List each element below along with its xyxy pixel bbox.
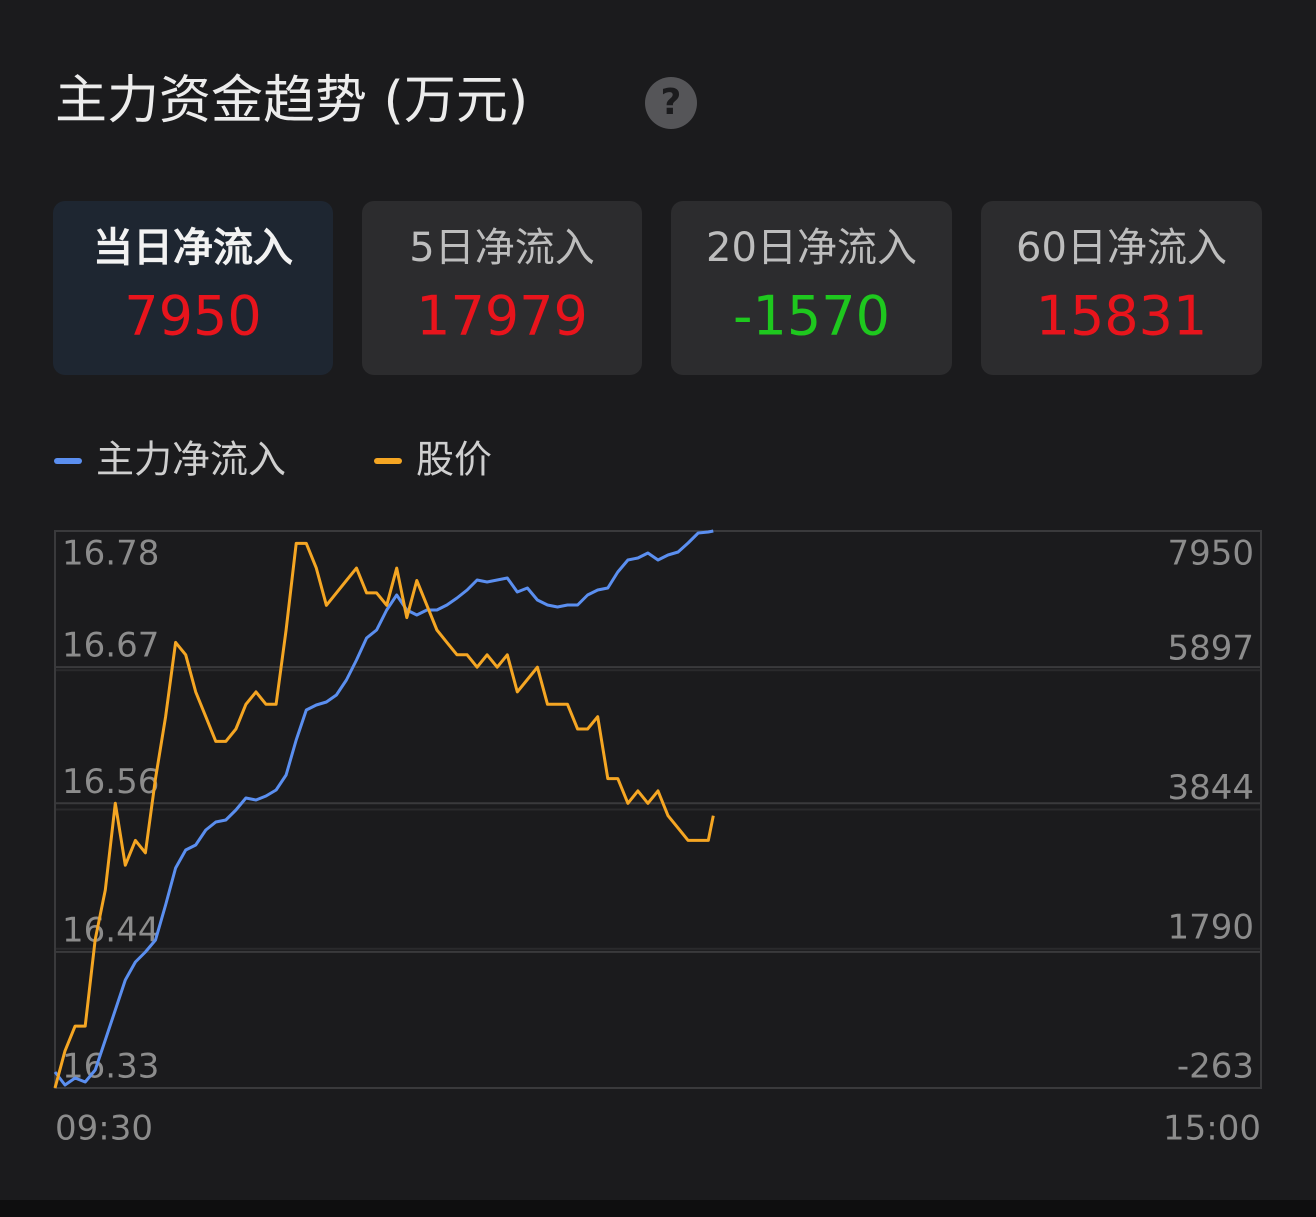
title: 主力资金趋势 (万元) — [55, 71, 528, 131]
tab-background — [981, 201, 1262, 375]
help-icon[interactable]: ? — [645, 77, 697, 129]
tab-value: 15831 — [1036, 285, 1208, 348]
y2-tick-label: 1790 — [1167, 907, 1254, 947]
y-tick-label: 16.33 — [62, 1047, 159, 1087]
y2-tick-label: 5897 — [1167, 629, 1254, 669]
tab-value: 7950 — [124, 285, 261, 348]
tab[interactable]: 5日净流入 17979 — [362, 201, 642, 375]
chart: 主力净流入 股价 16.78 16.67 16.56 16.44 16.33 7950 5897… — [53, 438, 1262, 1149]
tab[interactable]: 60日净流入 15831 — [981, 201, 1262, 375]
series-line — [53, 541, 715, 1089]
series-line — [53, 529, 714, 1087]
tab[interactable]: 当日净流入 7950 — [53, 201, 333, 375]
help-circle — [645, 77, 697, 129]
tab-label: 当日净流入 — [93, 225, 293, 271]
tab-background — [671, 201, 952, 375]
bottom-strip — [0, 1200, 1316, 1217]
tab-value: -1570 — [733, 285, 890, 348]
y-tick-label: 16.67 — [62, 626, 159, 666]
tab-background — [53, 201, 333, 375]
tab-label: 5日净流入 — [409, 225, 594, 271]
y-tick-label: 16.56 — [62, 762, 159, 802]
y-tick-label: 16.78 — [62, 534, 159, 574]
x-tick-label: 09:30 — [55, 1109, 153, 1149]
y-tick-label: 16.44 — [62, 910, 159, 950]
tab-background — [362, 201, 642, 375]
legend-label: 主力净流入 — [96, 438, 286, 482]
tab-label: 60日净流入 — [1016, 225, 1227, 271]
y2-tick-label: -263 — [1177, 1047, 1254, 1087]
legend-label: 股价 — [416, 438, 492, 482]
tab-value: 17979 — [416, 285, 588, 348]
tab-label: 20日净流入 — [706, 225, 917, 271]
help-glyph: ? — [661, 82, 682, 123]
x-tick-label: 15:00 — [1163, 1109, 1261, 1149]
y2-tick-label: 7950 — [1167, 534, 1254, 574]
y2-tick-label: 3844 — [1167, 768, 1254, 808]
tabs: 当日净流入 7950 5日净流入 17979 20日净流入 -1570 60日净流入 1583… — [53, 201, 1262, 375]
tab[interactable]: 20日净流入 -1570 — [671, 201, 952, 375]
